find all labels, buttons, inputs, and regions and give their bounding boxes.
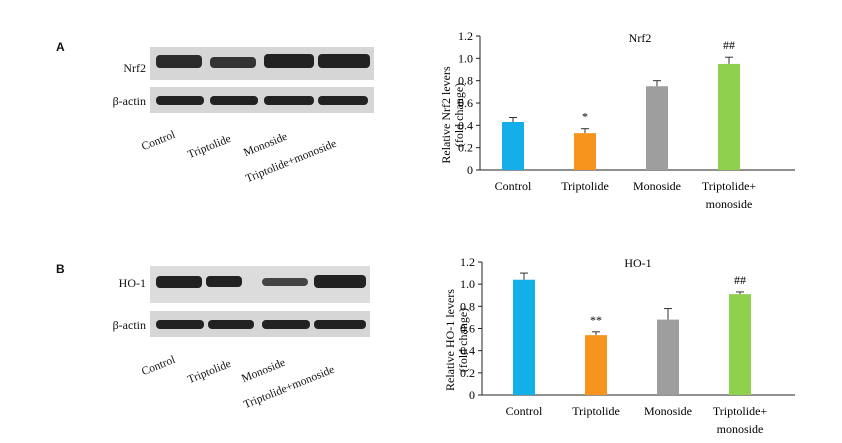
- y-axis-title-line: Relative Nrf2 levers: [439, 66, 453, 164]
- x-tick-label: Triptolide: [572, 404, 620, 418]
- x-tick-label: Control: [495, 179, 532, 193]
- band: [156, 320, 204, 329]
- lane-label-triptolide: Triptolide: [186, 132, 233, 162]
- panel-letter-a: A: [56, 40, 65, 54]
- significance-label: ##: [723, 38, 735, 52]
- bar: [574, 133, 596, 170]
- blot-row-label-beta-actin: β-actin: [112, 94, 146, 108]
- band: [262, 320, 310, 329]
- x-tick-label: Triptolide: [561, 179, 609, 193]
- band: [264, 96, 314, 105]
- y-tick-label: 0.8: [458, 74, 473, 88]
- significance-label: ##: [734, 273, 746, 287]
- lane-label-control: Control: [140, 128, 178, 154]
- blot-row-label-ho-1: HO-1: [118, 276, 146, 290]
- x-tick-label: Monoside: [633, 179, 681, 193]
- plot-area: 0 0.2 0.4 0.6 0.8 1.0 1.2 Control * Triptolide Mon…: [458, 29, 795, 211]
- y-tick-label: 0.6: [458, 96, 473, 110]
- bar: [729, 294, 751, 395]
- y-axis-title-line: (fold change): [456, 308, 470, 372]
- y-tick-label: 0.6: [460, 322, 475, 336]
- lane-label-control: Control: [140, 353, 178, 379]
- blot-strip-ho-1: [150, 266, 370, 303]
- band: [210, 57, 256, 68]
- y-axis-title-line: (fold change): [452, 83, 466, 147]
- blot-strip-beta-actin: [150, 311, 370, 337]
- band: [318, 96, 368, 105]
- significance-label: *: [582, 110, 588, 124]
- y-tick-label: 0.2: [460, 366, 475, 380]
- y-tick-label: 1.2: [458, 29, 473, 43]
- x-tick-label: monoside: [706, 197, 753, 211]
- x-tick-label: Triptolide+: [702, 179, 757, 193]
- band: [156, 55, 202, 68]
- bar-chart-nrf2: Nrf2 Relative Nrf2 levers (fold change) …: [439, 29, 795, 211]
- y-axis-title: Relative HO-1 levers (fold change): [443, 289, 470, 391]
- lane-label-monoside: Monoside: [242, 130, 290, 160]
- band: [156, 96, 204, 105]
- band: [314, 275, 366, 288]
- bar: [502, 121, 524, 170]
- x-tick-label: Control: [506, 404, 543, 418]
- y-tick-label: 1.2: [460, 255, 475, 269]
- blot-strip-beta-actin: [150, 87, 374, 113]
- y-tick-label: 1.0: [460, 277, 475, 291]
- blot-strip-nrf2: [150, 47, 374, 80]
- plot-area: 0 0.2 0.4 0.6 0.8 1.0 1.2 Control ** Triptolide Mo…: [460, 255, 795, 436]
- y-tick-label: 0: [469, 388, 475, 402]
- y-tick-label: 0.4: [460, 344, 475, 358]
- chart-title: HO-1: [624, 256, 651, 270]
- y-tick-label: 0.4: [458, 118, 473, 132]
- band: [264, 54, 314, 68]
- bar: [513, 279, 535, 395]
- bar-chart-ho-1: HO-1 Relative HO-1 levers (fold change) …: [443, 255, 795, 436]
- band: [262, 278, 308, 286]
- chart-title: Nrf2: [629, 31, 652, 45]
- x-tick-label: Triptolide+: [713, 404, 768, 418]
- significance-label: **: [590, 313, 602, 327]
- y-tick-label: 0: [467, 163, 473, 177]
- y-axis-title-line: Relative HO-1 levers: [443, 289, 457, 391]
- band: [206, 276, 242, 287]
- band: [314, 320, 366, 329]
- blot-row-label-beta-actin: β-actin: [112, 318, 146, 332]
- lane-label-triptolide: Triptolide: [186, 357, 233, 387]
- band: [318, 54, 370, 68]
- y-tick-label: 0.8: [460, 299, 475, 313]
- panel-letter-b: B: [56, 262, 65, 276]
- lane-label-monoside: Monoside: [240, 356, 288, 386]
- band: [156, 276, 202, 288]
- bar: [657, 319, 679, 395]
- x-tick-label: Monoside: [644, 404, 692, 418]
- y-tick-label: 0.2: [458, 141, 473, 155]
- blot-row-label-nrf2: Nrf2: [123, 61, 146, 75]
- band: [208, 320, 254, 329]
- band: [210, 96, 258, 105]
- bar: [718, 63, 740, 170]
- y-tick-label: 1.0: [458, 51, 473, 65]
- bar: [646, 86, 668, 170]
- y-axis-title: Relative Nrf2 levers (fold change): [439, 66, 466, 164]
- bar: [585, 335, 607, 395]
- x-tick-label: monoside: [717, 422, 764, 436]
